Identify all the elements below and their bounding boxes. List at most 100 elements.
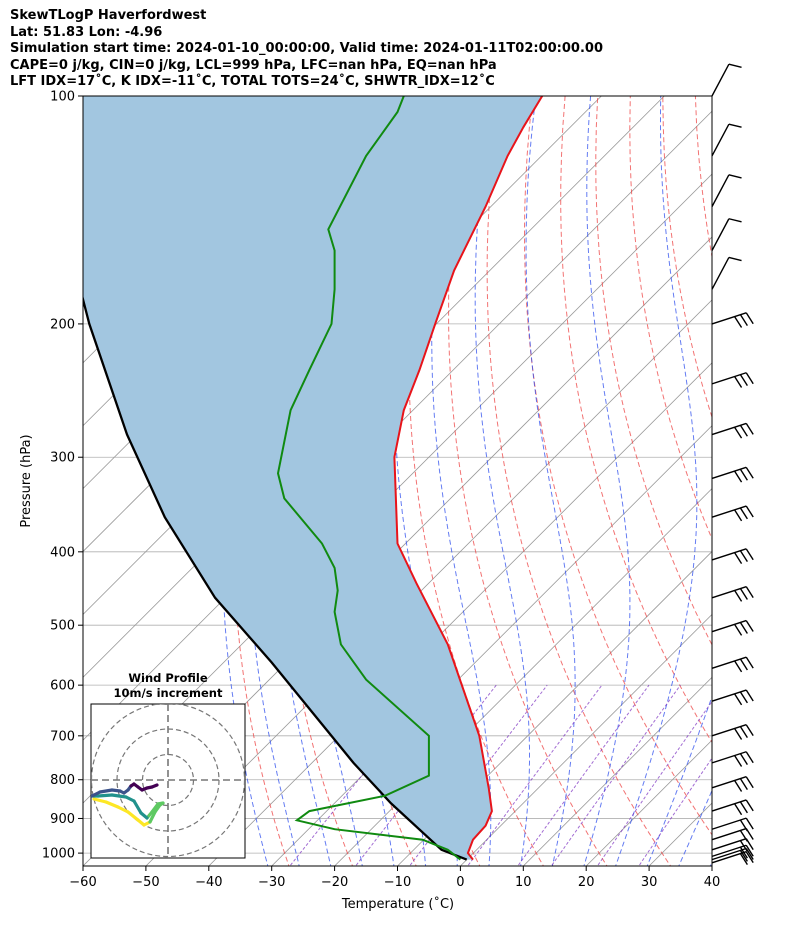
dry-adiabat (595, 96, 712, 646)
barb-flag (739, 424, 748, 437)
barb-flag (728, 63, 742, 68)
barb-flag (745, 423, 754, 435)
isotherm-line (145, 299, 712, 866)
wind-barb (711, 218, 742, 251)
wind-barb (711, 851, 754, 865)
header-line-4: CAPE=0 j/kg, CIN=0 j/kg, LCL=999 hPa, LF… (10, 57, 497, 73)
barb-flag (734, 376, 743, 388)
barb-flag (745, 466, 754, 479)
wind-barb (711, 63, 742, 97)
dry-adiabat (694, 96, 712, 260)
barb-flag (734, 728, 743, 740)
moist-adiabat (583, 96, 631, 866)
hodograph-trace-segment (150, 802, 160, 814)
barb-flag (728, 256, 742, 262)
hodograph-ring (91, 704, 245, 858)
barb-flag (745, 372, 754, 385)
mixing-ratio-line (467, 684, 603, 866)
wind-barb (711, 548, 754, 564)
isotherm-line (585, 739, 712, 866)
cin-cape-shading (83, 96, 543, 860)
wind-barb (711, 256, 742, 290)
wind-barb (711, 724, 754, 740)
hodograph-trace-segment (104, 800, 120, 809)
wind-barb (711, 372, 754, 388)
x-tick-label: 20 (578, 875, 595, 890)
y-tick-label: 600 (50, 679, 75, 694)
x-tick-label: 10 (515, 875, 532, 890)
wind-barb (711, 585, 754, 602)
y-tick-label: 100 (50, 90, 75, 105)
y-tick-label: 200 (50, 317, 75, 332)
barb-flag (734, 660, 743, 673)
moist-adiabat (431, 96, 492, 866)
moist-adiabat (615, 96, 698, 866)
barb-flag (739, 622, 748, 634)
barb-flag (745, 851, 754, 864)
dry-adiabat (279, 96, 354, 866)
mixing-ratio-line (550, 684, 681, 866)
barb-flag (745, 828, 754, 840)
axes-layer: −60 −50 −40 −30 −20 −10 0 10 20 30 40 100 200 300 400 5… (42, 90, 720, 891)
x-tick-label: 0 (456, 875, 464, 890)
x-tick-label: −30 (258, 875, 285, 890)
y-tick-label: 1000 (42, 847, 75, 862)
barb-flag (734, 693, 743, 706)
barb-staff (711, 123, 730, 157)
wind-barb (711, 689, 754, 706)
y-tick-label: 500 (50, 619, 75, 634)
mixing-ratio-line (638, 757, 712, 866)
isotherm-line (523, 676, 712, 866)
mixing-ratio-line (596, 700, 712, 866)
y-tick-label: 900 (50, 812, 75, 827)
barb-flag (739, 507, 748, 520)
x-tick-label: −60 (69, 875, 96, 890)
wind-barb (711, 123, 742, 157)
barb-staff (711, 63, 730, 97)
barb-flag (739, 314, 748, 327)
barb-flag (734, 552, 743, 564)
barb-flag (739, 753, 748, 765)
x-tick-label: −20 (321, 875, 348, 890)
hodograph-trace-segment (132, 799, 143, 815)
wind-barb (711, 312, 754, 328)
barb-flag (739, 374, 748, 386)
barb-flag (745, 620, 754, 632)
hodograph-trace-segment (148, 810, 157, 824)
dry-adiabat (486, 96, 672, 866)
hodograph-trace-segment (150, 783, 159, 789)
hodograph-trace-segment (96, 793, 114, 798)
y-tick-label: 800 (50, 773, 75, 788)
x-tick-label: −50 (132, 875, 159, 890)
barb-flag (745, 586, 754, 599)
barb-flag (734, 623, 743, 636)
barb-flag (745, 838, 754, 851)
barb-flag (739, 691, 748, 704)
hodograph-plot (91, 704, 245, 858)
barb-staff (711, 257, 730, 290)
barb-flag (739, 850, 748, 862)
y-axis-label: Pressure (hPa) (19, 434, 34, 527)
barb-flag (745, 505, 754, 518)
wind-barb (711, 847, 754, 862)
barb-flag (739, 726, 748, 738)
moist-adiabat (474, 96, 530, 866)
hodograph-subtitle: 10m/s increment (114, 686, 223, 700)
isotherm-line (460, 613, 712, 866)
y-tick-label: 300 (50, 451, 75, 466)
barb-flag (734, 509, 743, 522)
x-tick-label: 40 (704, 875, 721, 890)
barb-flag (739, 778, 748, 790)
isotherm-line (648, 802, 712, 866)
chart-header: SkewTLogP Haverfordwest Lat: 51.83 Lon: … (10, 8, 603, 91)
barb-flag (739, 468, 748, 481)
dry-adiabat (560, 96, 712, 744)
hodograph-trace-segment (116, 805, 130, 814)
dry-adiabat (728, 96, 794, 869)
wind-barb (711, 656, 754, 673)
hodograph-trace-segment (126, 810, 140, 822)
y-tick-label: 400 (50, 545, 75, 560)
barb-flag (745, 548, 754, 561)
x-tick-label: 30 (641, 875, 658, 890)
